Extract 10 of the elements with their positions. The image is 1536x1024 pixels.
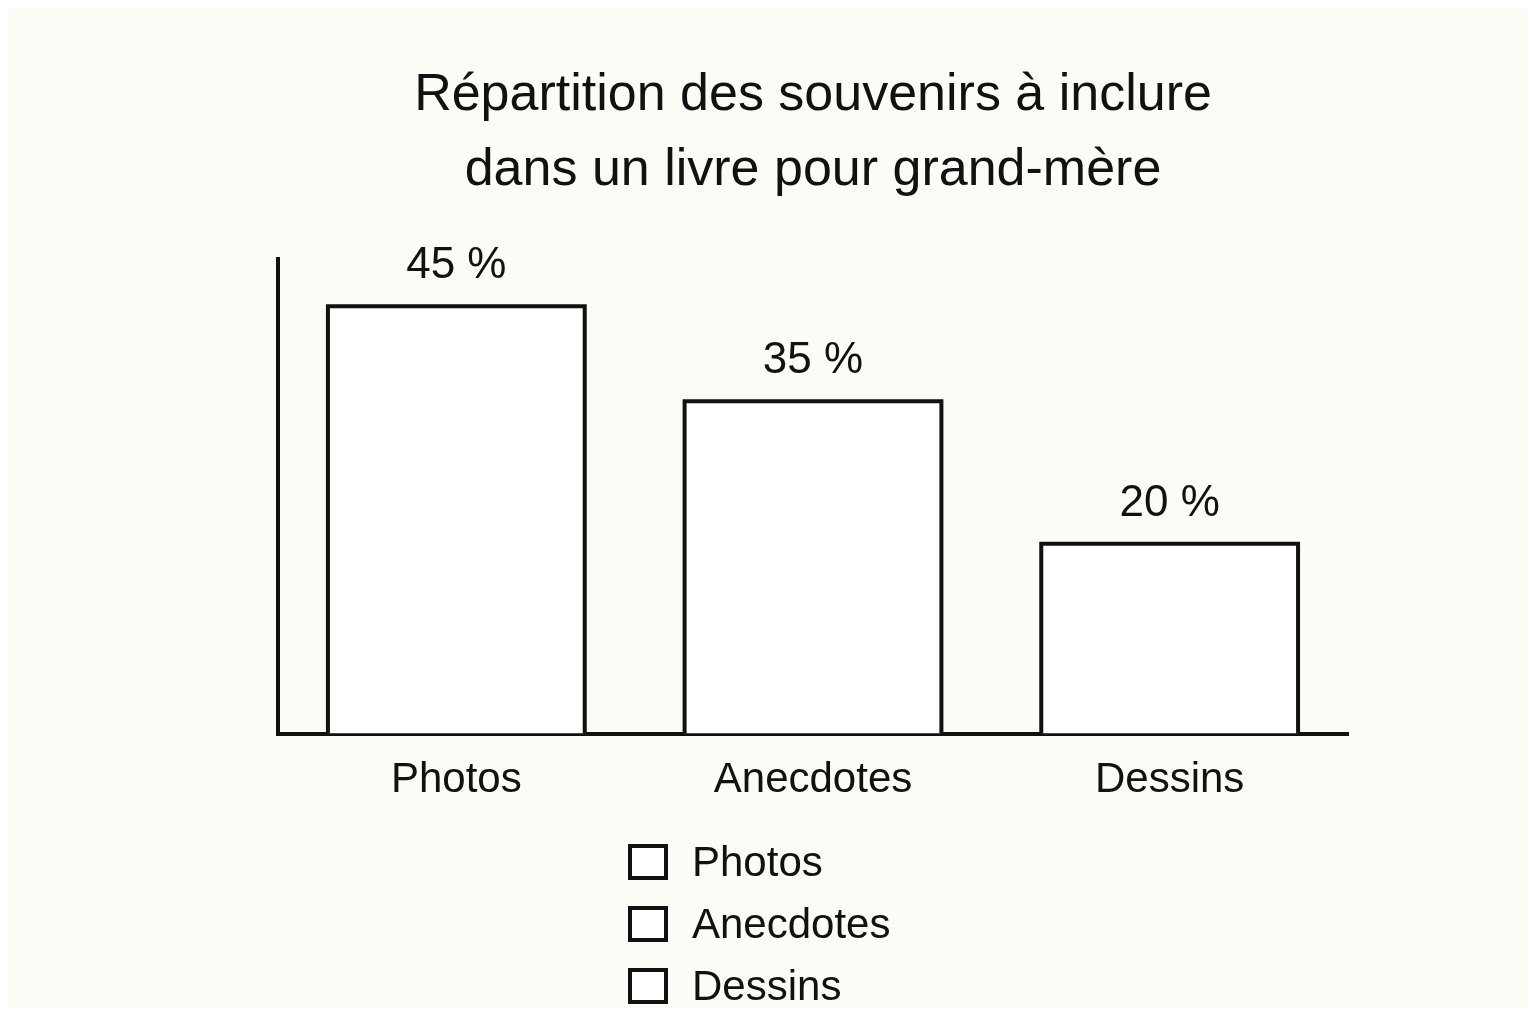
data-label: 45 % — [406, 238, 507, 288]
x-tick-label: Photos — [390, 754, 522, 802]
data-label: 20 % — [1119, 475, 1220, 525]
chart-title: Répartition des souvenirs à inclure dans un livre pour grand-mère — [414, 63, 1212, 197]
x-tick-label: Anecdotes — [713, 754, 913, 802]
category-label: Dessins — [692, 962, 842, 1009]
x-tick-label: Dessins — [1094, 754, 1245, 802]
category-label: Anecdotes — [692, 900, 891, 947]
data-label: 35 % — [762, 333, 864, 383]
category-label: Photos — [692, 838, 823, 885]
